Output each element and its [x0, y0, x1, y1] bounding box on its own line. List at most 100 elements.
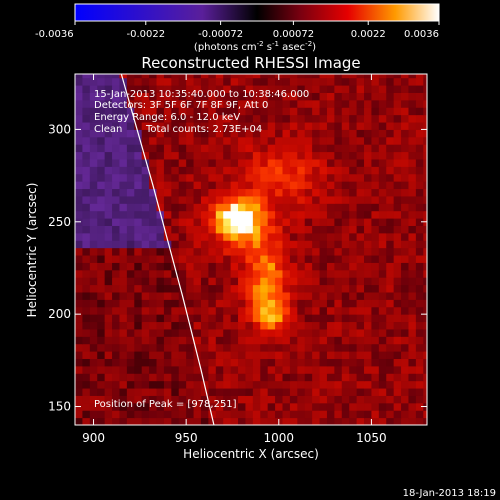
heatmap-cell	[282, 328, 291, 337]
heatmap-cell	[371, 158, 380, 167]
heatmap-cell	[304, 77, 313, 86]
heatmap-cell	[112, 269, 120, 278]
heatmap-cell	[326, 158, 335, 167]
heatmap-cell	[371, 92, 380, 101]
heatmap-cell	[275, 343, 283, 352]
heatmap-cell	[349, 351, 358, 359]
heatmap-cell	[163, 255, 172, 263]
heatmap-cell	[134, 114, 143, 123]
heatmap-cell	[364, 395, 372, 404]
heatmap-cell	[171, 388, 180, 396]
heatmap-cell	[334, 247, 343, 256]
heatmap-cell	[112, 144, 120, 153]
heatmap-cell	[423, 77, 427, 86]
heatmap-cell	[97, 218, 106, 226]
heatmap-cell	[297, 410, 306, 419]
heatmap-cell	[319, 158, 328, 167]
heatmap-cell	[238, 225, 246, 234]
heatmap-cell	[297, 240, 306, 249]
heatmap-cell	[126, 173, 135, 182]
heatmap-cell	[82, 173, 91, 182]
heatmap-cell	[252, 77, 261, 86]
heatmap-cell	[156, 225, 165, 234]
heatmap-cell	[126, 417, 135, 425]
heatmap-cell	[178, 417, 187, 425]
heatmap-cell	[326, 277, 335, 286]
heatmap-cell	[141, 247, 150, 256]
heatmap-cell	[415, 277, 424, 286]
heatmap-cell	[401, 188, 409, 197]
heatmap-cell	[312, 373, 321, 382]
heatmap-cell	[356, 291, 365, 300]
heatmap-cell	[252, 218, 261, 226]
heatmap-cell	[97, 136, 106, 145]
heatmap-cell	[215, 188, 224, 197]
heatmap-cell	[319, 380, 328, 389]
heatmap-cell	[112, 299, 120, 308]
heatmap-cell	[245, 277, 254, 286]
heatmap-cell	[163, 380, 172, 389]
heatmap-cell	[97, 262, 106, 271]
heatmap-cell	[401, 343, 409, 352]
heatmap-cell	[223, 232, 232, 241]
heatmap-cell	[386, 395, 395, 404]
heatmap-cell	[238, 151, 246, 160]
heatmap-cell	[149, 343, 158, 352]
annotation-energy: Energy Range: 6.0 - 12.0 keV	[94, 112, 240, 123]
heatmap-cell	[215, 410, 224, 419]
heatmap-cell	[156, 203, 165, 212]
x-axis-ticks: 900 950 1000 1050	[82, 74, 387, 445]
heatmap-cell	[97, 107, 106, 116]
heatmap-cell	[200, 203, 209, 212]
heatmap-cell	[208, 306, 217, 315]
heatmap-cell	[326, 328, 335, 337]
heatmap-cell	[141, 99, 150, 108]
heatmap-cell	[326, 203, 335, 212]
heatmap-cell	[304, 351, 313, 359]
heatmap-cell	[408, 240, 417, 249]
heatmap-cell	[326, 232, 335, 241]
heatmap-cell	[200, 336, 209, 345]
heatmap-cell	[364, 129, 372, 138]
heatmap-cell	[104, 129, 113, 138]
heatmap-cell	[97, 336, 106, 345]
heatmap-cell	[304, 365, 313, 374]
heatmap-cell	[364, 351, 372, 359]
heatmap-cell	[178, 314, 187, 323]
heatmap-cell	[97, 74, 106, 79]
heatmap-cell	[200, 365, 209, 374]
heatmap-cell	[238, 388, 246, 396]
heatmap-cell	[349, 195, 358, 204]
heatmap-cell	[260, 144, 269, 153]
heatmap-cell	[223, 410, 232, 419]
heatmap-cell	[364, 402, 372, 411]
heatmap-cell	[282, 380, 291, 389]
heatmap-cell	[364, 388, 372, 396]
heatmap-cell	[267, 77, 276, 86]
heatmap-cell	[408, 351, 417, 359]
heatmap-cell	[282, 166, 291, 175]
heatmap-cell	[215, 122, 224, 130]
heatmap-cell	[75, 158, 83, 167]
heatmap-cell	[386, 284, 395, 293]
heatmap-cell	[415, 291, 424, 300]
heatmap-cell	[252, 380, 261, 389]
heatmap-cell	[208, 173, 217, 182]
heatmap-cell	[252, 328, 261, 337]
heatmap-cell	[349, 402, 358, 411]
heatmap-cell	[312, 99, 321, 108]
heatmap-cell	[319, 92, 328, 101]
heatmap-cell	[364, 136, 372, 145]
heatmap-cell	[112, 417, 120, 425]
heatmap-cell	[223, 388, 232, 396]
heatmap-cell	[141, 373, 150, 382]
heatmap-cell	[223, 380, 232, 389]
heatmap-cell	[423, 299, 427, 308]
heatmap-cell	[230, 365, 239, 374]
heatmap-cell	[341, 99, 350, 108]
heatmap-cell	[97, 277, 106, 286]
heatmap-cell	[75, 255, 83, 263]
heatmap-cell	[408, 373, 417, 382]
heatmap-cell	[178, 262, 187, 271]
heatmap-cell	[163, 173, 172, 182]
